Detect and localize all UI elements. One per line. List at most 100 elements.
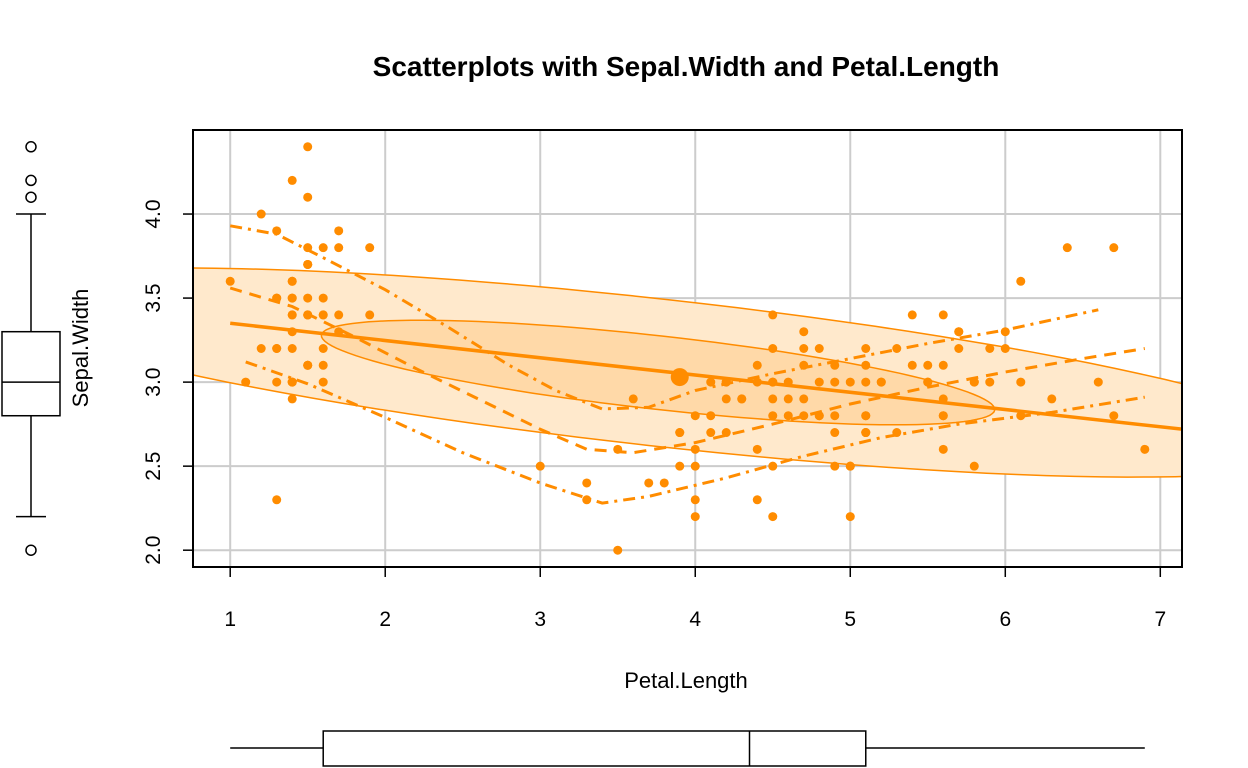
x-axis-label: Petal.Length xyxy=(624,668,748,693)
data-point xyxy=(938,310,948,320)
x-tick-label: 1 xyxy=(224,608,236,631)
boxplot-outlier xyxy=(25,174,37,187)
data-point xyxy=(272,293,282,303)
data-point xyxy=(830,411,840,421)
data-points xyxy=(225,142,1150,555)
data-point xyxy=(938,394,948,404)
x-tick-label: 3 xyxy=(534,608,546,631)
data-point xyxy=(334,327,344,337)
data-point xyxy=(690,495,700,505)
x-tick-label: 4 xyxy=(689,608,701,631)
data-point xyxy=(799,327,809,337)
data-point xyxy=(675,461,685,471)
data-point xyxy=(628,394,638,404)
data-point xyxy=(287,293,297,303)
data-point xyxy=(985,344,995,353)
data-point xyxy=(318,344,328,353)
data-point xyxy=(907,310,917,320)
data-point xyxy=(892,344,902,353)
data-point xyxy=(923,360,933,370)
data-point xyxy=(799,394,809,404)
data-point xyxy=(303,142,313,152)
data-point xyxy=(272,344,282,353)
y-axis: 2.0 2.5 3.0 3.5 4.0 xyxy=(142,199,193,565)
data-point xyxy=(365,310,375,320)
data-point xyxy=(287,394,297,404)
regression-line xyxy=(230,321,1182,431)
data-point xyxy=(318,360,328,370)
data-point xyxy=(737,394,747,404)
data-point xyxy=(706,428,716,438)
data-point xyxy=(303,192,313,202)
data-point xyxy=(303,259,313,269)
data-point xyxy=(814,344,824,353)
data-point xyxy=(752,495,762,505)
data-point xyxy=(799,360,809,370)
data-point xyxy=(365,243,375,253)
data-point xyxy=(334,243,344,253)
data-point xyxy=(287,344,297,353)
data-point xyxy=(303,293,313,303)
data-point xyxy=(256,344,266,353)
data-point xyxy=(923,377,933,387)
data-point xyxy=(1016,276,1026,286)
data-point xyxy=(1000,344,1010,353)
x-tick-label: 5 xyxy=(844,608,856,631)
data-point xyxy=(303,360,313,370)
data-point xyxy=(876,377,886,387)
data-point xyxy=(783,411,793,421)
data-point xyxy=(1109,411,1119,421)
data-point xyxy=(752,444,762,454)
data-point xyxy=(582,495,592,505)
data-point xyxy=(690,461,700,471)
data-point xyxy=(1062,243,1072,253)
data-point xyxy=(303,310,313,320)
data-point xyxy=(938,444,948,454)
chart-title: Scatterplots with Sepal.Width and Petal.… xyxy=(373,51,1000,82)
y-tick-label: 2.5 xyxy=(142,452,165,481)
data-point xyxy=(706,411,716,421)
data-point xyxy=(287,310,297,320)
boxplot-outlier xyxy=(25,191,37,203)
data-point xyxy=(1109,243,1119,253)
fit-lines xyxy=(229,224,1182,505)
data-point xyxy=(752,360,762,370)
y-boxplot xyxy=(1,141,61,556)
data-point xyxy=(830,461,840,471)
data-point xyxy=(1093,377,1103,387)
data-point xyxy=(675,428,685,438)
data-point xyxy=(861,344,871,353)
data-point xyxy=(241,377,251,387)
data-point xyxy=(861,377,871,387)
data-point xyxy=(690,411,700,421)
data-point xyxy=(768,310,778,320)
data-point xyxy=(318,377,328,387)
x-tick-label: 2 xyxy=(379,608,391,631)
data-point xyxy=(768,461,778,471)
data-point xyxy=(334,310,344,320)
data-point xyxy=(287,276,297,286)
data-point xyxy=(845,461,855,471)
data-point xyxy=(287,377,297,387)
data-point xyxy=(318,310,328,320)
data-point xyxy=(814,377,824,387)
loess-spread-lower xyxy=(245,360,1146,505)
data-point xyxy=(644,478,654,488)
data-point xyxy=(272,226,282,236)
y-axis-label: Sepal.Width xyxy=(68,289,93,408)
data-point xyxy=(799,344,809,353)
data-point xyxy=(1016,377,1026,387)
data-point xyxy=(768,394,778,404)
data-point xyxy=(768,377,778,387)
data-point xyxy=(659,478,669,488)
data-point xyxy=(985,377,995,387)
data-point xyxy=(535,461,545,471)
data-point xyxy=(861,360,871,370)
data-point xyxy=(256,209,266,219)
data-point xyxy=(1016,411,1026,421)
data-point xyxy=(892,428,902,438)
data-point xyxy=(954,344,964,353)
boxplot-outlier xyxy=(25,141,37,153)
data-point xyxy=(1140,444,1150,454)
